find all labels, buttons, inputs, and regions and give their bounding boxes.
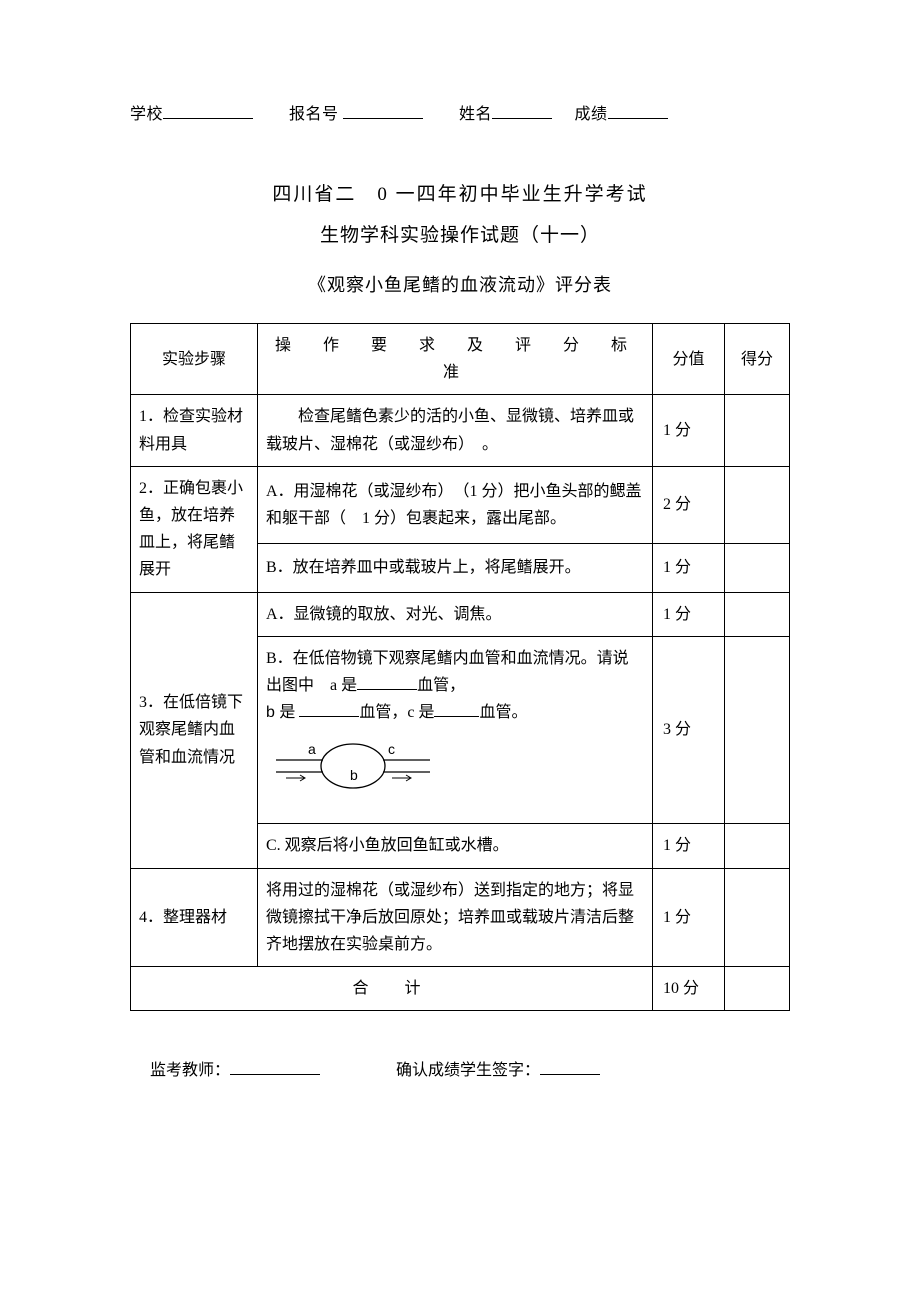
footer-line: 监考教师： 确认成绩学生签字： — [130, 1056, 790, 1080]
total-row: 合 计 10 分 — [131, 967, 790, 1011]
blank-a[interactable] — [357, 673, 417, 690]
req-3b: B．在低倍物镜下观察尾鳍内血管和血流情况。请说出图中 a 是血管， b 是 血管… — [258, 636, 653, 824]
req-3b-after1: 血管， — [417, 677, 465, 694]
student-label: 确认成绩学生签字： — [396, 1062, 540, 1079]
diagram-label-b: b — [350, 767, 358, 783]
name-label: 姓名 — [459, 106, 492, 123]
req-3b-text2b: 血管，c 是 — [359, 704, 434, 721]
table-header-row: 实验步骤 操 作 要 求 及 评 分 标 准 分值 得分 — [131, 324, 790, 395]
regno-label: 报名号 — [289, 106, 339, 123]
score-1[interactable] — [725, 395, 790, 466]
subtitle: 生物学科实验操作试题（十一） — [130, 220, 790, 247]
req-1: 检查尾鳍色素少的活的小鱼、显微镜、培养皿或载玻片、湿棉花（或湿纱布） 。 — [258, 395, 653, 466]
scoring-table: 实验步骤 操 作 要 求 及 评 分 标 准 分值 得分 1．检查实验材料用具 … — [130, 323, 790, 1011]
total-score[interactable] — [725, 967, 790, 1011]
table-row: 2．正确包裹小鱼，放在培养皿上，将尾鳍展开 A．用湿棉花（或湿纱布） （1 分）… — [131, 466, 790, 544]
school-label: 学校 — [130, 106, 163, 123]
total-pts: 10 分 — [653, 967, 725, 1011]
req-3b-text2c: 血管。 — [479, 704, 527, 721]
diagram-label-c: c — [388, 741, 395, 757]
step-2: 2．正确包裹小鱼，放在培养皿上，将尾鳍展开 — [131, 466, 258, 592]
school-blank[interactable] — [163, 102, 253, 119]
pts-1: 1 分 — [653, 395, 725, 466]
score-4[interactable] — [725, 868, 790, 967]
step-4: 4．整理器材 — [131, 868, 258, 967]
score-3c[interactable] — [725, 824, 790, 868]
score-label: 成绩 — [575, 106, 608, 123]
pts-4: 1 分 — [653, 868, 725, 967]
name-blank[interactable] — [492, 102, 552, 119]
step-1: 1．检查实验材料用具 — [131, 395, 258, 466]
table-title: 《观察小鱼尾鳍的血液流动》评分表 — [130, 271, 790, 297]
pts-2a: 2 分 — [653, 466, 725, 544]
header-line: 学校 报名号 姓名 成绩 — [130, 100, 790, 124]
req-2b: B．放在培养皿中或载玻片上，将尾鳍展开。 — [258, 544, 653, 592]
col-points: 分值 — [653, 324, 725, 395]
teacher-label: 监考教师： — [150, 1062, 230, 1079]
col-requirement: 操 作 要 求 及 评 分 标 准 — [258, 324, 653, 395]
diagram-label-a: a — [308, 741, 316, 757]
main-title: 四川省二 0 一四年初中毕业生升学考试 — [130, 179, 790, 206]
req-3a: A．显微镜的取放、对光、调焦。 — [258, 592, 653, 636]
pts-3b: 3 分 — [653, 636, 725, 824]
col-score: 得分 — [725, 324, 790, 395]
col-step: 实验步骤 — [131, 324, 258, 395]
score-3a[interactable] — [725, 592, 790, 636]
req-3b-text2a: b 是 — [266, 704, 295, 721]
req-2a: A．用湿棉花（或湿纱布） （1 分）把小鱼头部的鳃盖和躯干部（ 1 分）包裹起来… — [258, 466, 653, 544]
req-3c: C. 观察后将小鱼放回鱼缸或水槽。 — [258, 824, 653, 868]
score-2a[interactable] — [725, 466, 790, 544]
blank-c[interactable] — [434, 700, 479, 717]
score-3b[interactable] — [725, 636, 790, 824]
table-row: 3．在低倍镜下观察尾鳍内血管和血流情况 A．显微镜的取放、对光、调焦。 1 分 — [131, 592, 790, 636]
score-2b[interactable] — [725, 544, 790, 592]
table-row: 1．检查实验材料用具 检查尾鳍色素少的活的小鱼、显微镜、培养皿或载玻片、湿棉花（… — [131, 395, 790, 466]
pts-3a: 1 分 — [653, 592, 725, 636]
teacher-blank[interactable] — [230, 1058, 320, 1075]
pts-3c: 1 分 — [653, 824, 725, 868]
score-blank[interactable] — [608, 102, 668, 119]
req-4: 将用过的湿棉花（或湿纱布）送到指定的地方；将显微镜擦拭干净后放回原处；培养皿或载… — [258, 868, 653, 967]
pts-2b: 1 分 — [653, 544, 725, 592]
blank-b[interactable] — [299, 700, 359, 717]
vessel-diagram: a b c — [268, 732, 644, 811]
step-3: 3．在低倍镜下观察尾鳍内血管和血流情况 — [131, 592, 258, 868]
table-row: 4．整理器材 将用过的湿棉花（或湿纱布）送到指定的地方；将显微镜擦拭干净后放回原… — [131, 868, 790, 967]
total-label: 合 计 — [131, 967, 653, 1011]
regno-blank[interactable] — [343, 102, 423, 119]
student-blank[interactable] — [540, 1058, 600, 1075]
